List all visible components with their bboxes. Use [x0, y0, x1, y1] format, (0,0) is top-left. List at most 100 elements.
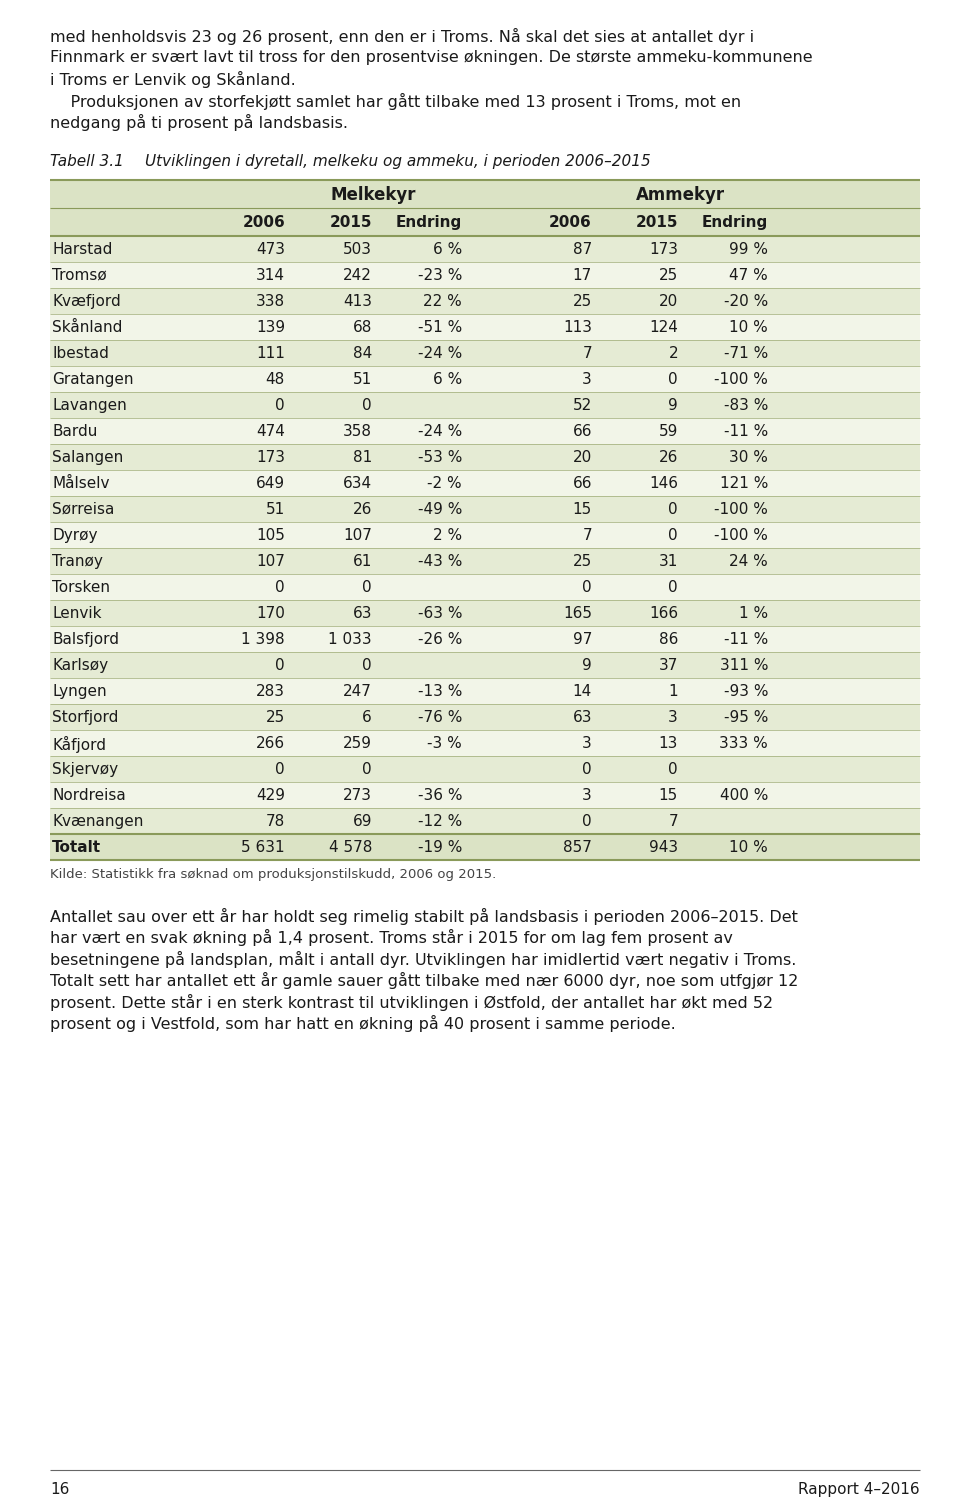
Text: 30 %: 30 %: [730, 449, 768, 464]
Text: 0: 0: [276, 658, 285, 673]
Text: 0: 0: [276, 762, 285, 777]
Text: 121 %: 121 %: [720, 476, 768, 491]
Text: prosent og i Vestfold, som har hatt en økning på 40 prosent i samme periode.: prosent og i Vestfold, som har hatt en ø…: [50, 1015, 676, 1032]
Text: 283: 283: [256, 684, 285, 699]
Text: 25: 25: [573, 294, 592, 309]
Text: 0: 0: [668, 372, 678, 387]
Text: Tranøy: Tranøy: [52, 554, 103, 568]
Text: 14: 14: [573, 684, 592, 699]
Text: -53 %: -53 %: [418, 449, 462, 464]
Text: 63: 63: [352, 605, 372, 620]
Text: -100 %: -100 %: [714, 501, 768, 517]
Text: -3 %: -3 %: [427, 735, 462, 750]
Text: 16: 16: [50, 1482, 69, 1497]
Text: Totalt sett har antallet ett år gamle sauer gått tilbake med nær 6000 dyr, noe s: Totalt sett har antallet ett år gamle sa…: [50, 971, 799, 989]
Text: Salangen: Salangen: [52, 449, 123, 464]
Text: 99 %: 99 %: [729, 241, 768, 256]
Text: 59: 59: [659, 423, 678, 438]
Text: 314: 314: [256, 268, 285, 283]
Text: 1 033: 1 033: [328, 631, 372, 646]
Bar: [50, 782, 920, 807]
Text: 68: 68: [352, 319, 372, 334]
Text: Dyrøy: Dyrøy: [52, 527, 98, 542]
Text: Skånland: Skånland: [52, 319, 122, 334]
Text: 24 %: 24 %: [730, 554, 768, 568]
Text: -95 %: -95 %: [724, 709, 768, 724]
Bar: [50, 179, 920, 208]
Text: 37: 37: [659, 658, 678, 673]
Text: 166: 166: [649, 605, 678, 620]
Text: Endring: Endring: [702, 214, 768, 229]
Text: Lyngen: Lyngen: [52, 684, 107, 699]
Text: 25: 25: [659, 268, 678, 283]
Text: 259: 259: [343, 735, 372, 750]
Text: 3: 3: [583, 372, 592, 387]
Text: Bardu: Bardu: [52, 423, 97, 438]
Text: 3: 3: [583, 735, 592, 750]
Text: 165: 165: [563, 605, 592, 620]
Text: 13: 13: [659, 735, 678, 750]
Text: 51: 51: [266, 501, 285, 517]
Bar: [50, 652, 920, 678]
Bar: [50, 599, 920, 625]
Text: -36 %: -36 %: [418, 788, 462, 803]
Text: -63 %: -63 %: [418, 605, 462, 620]
Text: Skjervøy: Skjervøy: [52, 762, 118, 777]
Text: 69: 69: [352, 813, 372, 828]
Text: 2 %: 2 %: [433, 527, 462, 542]
Text: 242: 242: [343, 268, 372, 283]
Text: 15: 15: [573, 501, 592, 517]
Bar: [50, 548, 920, 574]
Text: 173: 173: [256, 449, 285, 464]
Bar: [50, 470, 920, 495]
Text: 2: 2: [668, 345, 678, 360]
Bar: [50, 729, 920, 756]
Bar: [50, 262, 920, 288]
Bar: [50, 521, 920, 548]
Text: Lavangen: Lavangen: [52, 398, 127, 413]
Text: 413: 413: [343, 294, 372, 309]
Text: 2006: 2006: [242, 214, 285, 229]
Text: 15: 15: [659, 788, 678, 803]
Text: 6: 6: [362, 709, 372, 724]
Text: 97: 97: [572, 631, 592, 646]
Text: 66: 66: [572, 423, 592, 438]
Text: 17: 17: [573, 268, 592, 283]
Text: -20 %: -20 %: [724, 294, 768, 309]
Text: Kilde: Statistikk fra søknad om produksjonstilskudd, 2006 og 2015.: Kilde: Statistikk fra søknad om produksj…: [50, 867, 496, 881]
Bar: [50, 756, 920, 782]
Text: 0: 0: [583, 762, 592, 777]
Text: 3: 3: [668, 709, 678, 724]
Bar: [50, 417, 920, 443]
Text: 81: 81: [352, 449, 372, 464]
Text: Sørreisa: Sørreisa: [52, 501, 114, 517]
Text: 400 %: 400 %: [720, 788, 768, 803]
Text: -100 %: -100 %: [714, 372, 768, 387]
Text: -12 %: -12 %: [418, 813, 462, 828]
Bar: [50, 366, 920, 392]
Text: 311 %: 311 %: [719, 658, 768, 673]
Text: besetningene på landsplan, målt i antall dyr. Utviklingen har imidlertid vært ne: besetningene på landsplan, målt i antall…: [50, 950, 797, 967]
Text: Gratangen: Gratangen: [52, 372, 133, 387]
Text: 7: 7: [668, 813, 678, 828]
Text: 105: 105: [256, 527, 285, 542]
Text: 10 %: 10 %: [730, 319, 768, 334]
Text: prosent. Dette står i en sterk kontrast til utviklingen i Østfold, der antallet : prosent. Dette står i en sterk kontrast …: [50, 994, 773, 1011]
Text: Antallet sau over ett år har holdt seg rimelig stabilt på landsbasis i perioden : Antallet sau over ett år har holdt seg r…: [50, 908, 798, 925]
Text: 48: 48: [266, 372, 285, 387]
Text: Torsken: Torsken: [52, 580, 110, 595]
Text: 113: 113: [563, 319, 592, 334]
Text: 0: 0: [668, 580, 678, 595]
Text: Tromsø: Tromsø: [52, 268, 107, 283]
Text: 1: 1: [668, 684, 678, 699]
Bar: [50, 313, 920, 339]
Text: Harstad: Harstad: [52, 241, 112, 256]
Text: Nordreisa: Nordreisa: [52, 788, 126, 803]
Text: 0: 0: [668, 527, 678, 542]
Text: 7: 7: [583, 345, 592, 360]
Text: 2015: 2015: [636, 214, 678, 229]
Bar: [50, 235, 920, 262]
Text: 173: 173: [649, 241, 678, 256]
Text: -26 %: -26 %: [418, 631, 462, 646]
Text: 86: 86: [659, 631, 678, 646]
